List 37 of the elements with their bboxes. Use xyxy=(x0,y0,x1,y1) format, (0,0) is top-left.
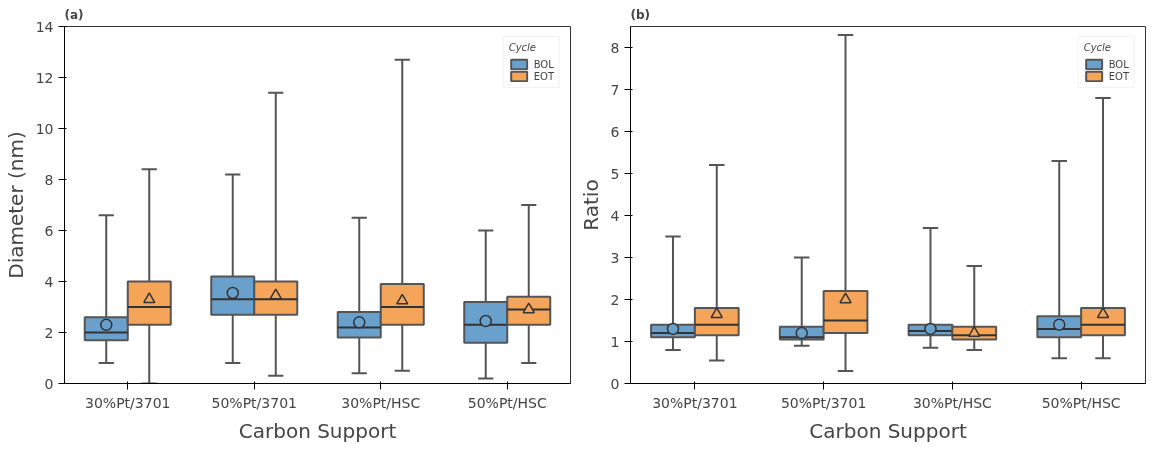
x-tick-label: 30%Pt/HSC xyxy=(341,394,421,411)
x-tick-label: 50%Pt/3701 xyxy=(211,394,297,411)
y-tick-label: 2 xyxy=(610,291,620,308)
x-tick-label: 50%Pt/HSC xyxy=(467,394,547,411)
chart-title: (b) xyxy=(630,7,651,22)
legend-label: BOL xyxy=(533,58,554,70)
legend-title: Cycle xyxy=(1083,42,1113,53)
y-tick-label: 1 xyxy=(610,333,620,350)
y-tick-label: 6 xyxy=(44,222,54,239)
x-tick-label: 30%Pt/3701 xyxy=(652,394,738,411)
y-tick-label: 0 xyxy=(610,375,620,392)
y-tick-label: 5 xyxy=(610,165,620,182)
y-axis-title: Diameter (nm) xyxy=(3,131,28,279)
y-tick-label: 7 xyxy=(610,81,620,98)
y-tick-label: 4 xyxy=(44,273,54,290)
y-tick-label: 4 xyxy=(610,207,620,224)
y-tick-label: 14 xyxy=(35,18,54,35)
y-tick-label: 3 xyxy=(610,249,620,266)
y-tick-label: 2 xyxy=(44,324,54,341)
chart-title: (a) xyxy=(64,7,84,22)
x-axis-title: Carbon Support xyxy=(809,418,967,443)
y-tick-label: 10 xyxy=(35,120,54,137)
x-tick-label: 30%Pt/3701 xyxy=(85,394,171,411)
x-axis-title: Carbon Support xyxy=(238,418,397,443)
legend-label: BOL xyxy=(1108,58,1129,70)
y-tick-label: 0 xyxy=(44,375,54,392)
y-tick-label: 6 xyxy=(610,123,620,140)
legend-title: Cycle xyxy=(508,42,538,53)
x-tick-label: 30%Pt/HSC xyxy=(912,394,993,411)
x-tick-label: 50%Pt/HSC xyxy=(1041,394,1121,411)
x-tick-label: 50%Pt/3701 xyxy=(780,394,867,411)
legend-label: EOT xyxy=(1108,70,1129,82)
y-tick-label: 8 xyxy=(44,171,54,188)
y-axis-title: Ratio xyxy=(578,179,603,231)
y-tick-label: 8 xyxy=(610,39,620,56)
legend-label: EOT xyxy=(533,70,554,82)
y-tick-label: 12 xyxy=(35,69,54,86)
